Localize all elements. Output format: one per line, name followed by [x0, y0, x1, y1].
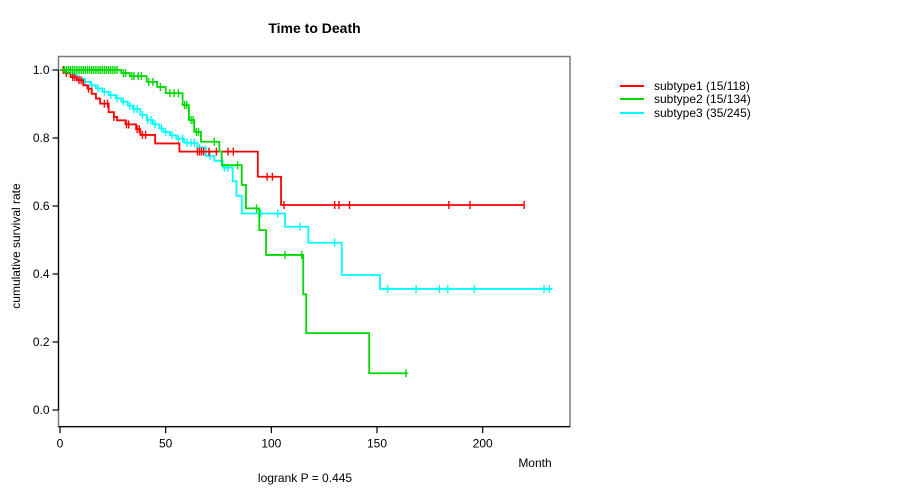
plot-border	[57, 55, 571, 428]
y-axis-label: cumulative survival rate	[9, 183, 23, 309]
y-tick-label: 0.6	[33, 199, 50, 213]
x-tick-label: 50	[159, 437, 173, 451]
legend-line-swatch	[620, 111, 644, 114]
survival-curve-subtype1	[60, 69, 525, 206]
survival-curve-subtype2	[60, 69, 408, 375]
logrank-annotation: logrank P = 0.445	[257, 471, 353, 485]
x-tick-label: 100	[261, 437, 281, 451]
x-axis-label: Month	[518, 456, 552, 470]
chart-title: Time to Death	[268, 20, 361, 36]
legend-line-swatch	[620, 98, 644, 101]
legend-item-3: subtype3 (35/245)	[620, 106, 751, 120]
y-tick-label: 0.2	[33, 335, 50, 349]
legend-label: subtype3 (35/245)	[654, 105, 751, 120]
x-tick-label: 200	[473, 437, 493, 451]
legend-label: subtype2 (15/134)	[654, 92, 751, 107]
legend-item-2: subtype2 (15/134)	[620, 92, 751, 107]
y-tick-label: 1.0	[33, 63, 50, 77]
y-tick-label: 0.4	[33, 267, 50, 281]
x-tick-label: 0	[57, 437, 64, 451]
legend: subtype1 (15/118) subtype2 (15/134) subtyp…	[620, 79, 751, 120]
legend-label: subtype1 (15/118)	[654, 78, 750, 93]
legend-line-swatch	[620, 84, 644, 87]
x-tick-label: 150	[367, 437, 387, 451]
survival-curve-subtype3	[60, 69, 553, 290]
y-tick-label: 0.8	[33, 131, 50, 145]
y-tick-label: 0.0	[33, 403, 50, 417]
legend-item-1: subtype1 (15/118)	[620, 79, 751, 93]
